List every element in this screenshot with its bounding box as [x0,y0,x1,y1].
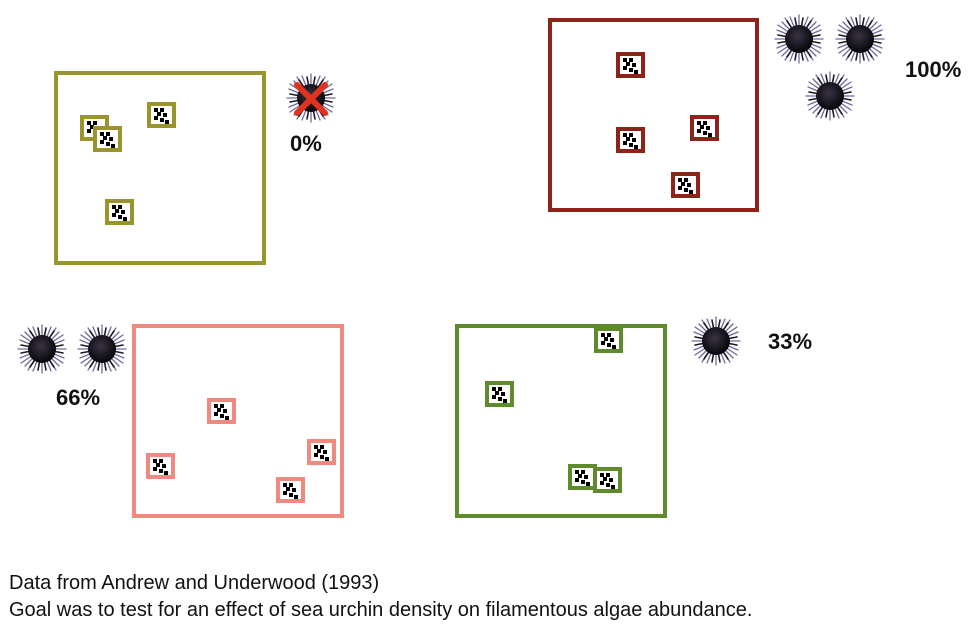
quadrat [207,398,236,424]
quadrat [105,199,134,225]
quadrat [147,102,176,128]
quadrat [616,52,645,78]
percent-label-100: 100% [905,57,962,82]
urchin-icon [774,14,824,64]
caption-goal: Goal was to test for an effect of sea ur… [9,599,753,621]
quadrat [307,439,336,465]
percent-label-33: 33% [768,329,813,354]
urchin-icon [17,324,67,374]
quadrat [671,172,700,198]
plot-0-percent [54,71,266,265]
caption-source: Data from Andrew and Underwood (1993) [9,572,380,594]
quadrat [593,467,622,493]
quadrat [594,327,623,353]
quadrat [276,477,305,503]
plot-66-percent [132,324,344,518]
quadrat [485,381,514,407]
percent-label-66: 66% [56,385,101,410]
cross-icon [294,82,328,116]
urchin-icon [805,71,855,121]
urchin-icon [77,324,127,374]
plot-33-percent [455,324,667,518]
quadrat [146,453,175,479]
urchin-icon [835,14,885,64]
percent-label-0: 0% [290,131,322,156]
quadrat [690,115,719,141]
quadrat [93,126,122,152]
urchin-icon [691,316,741,366]
plot-100-percent [548,18,759,212]
quadrat [616,127,645,153]
